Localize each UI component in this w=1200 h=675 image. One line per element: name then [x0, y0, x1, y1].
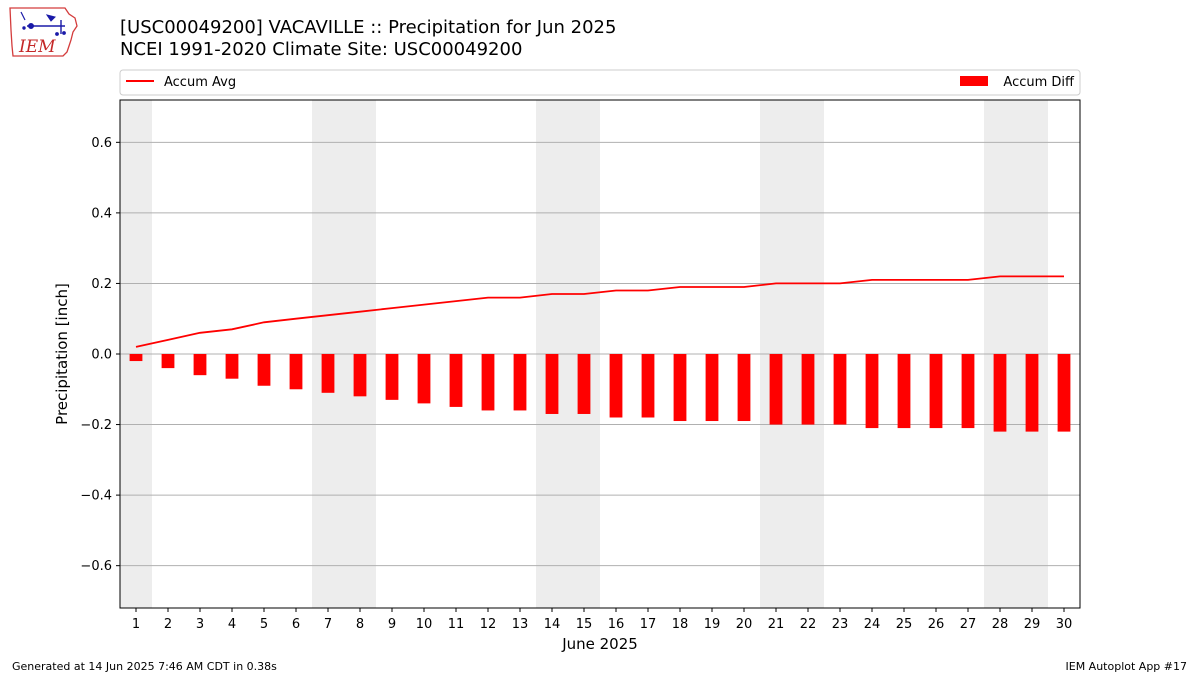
- accum-diff-bar: [257, 354, 271, 386]
- accum-avg-line: [135, 275, 1064, 348]
- x-tick-label: 24: [864, 617, 881, 632]
- accum-diff-bar: [673, 354, 687, 422]
- accum-diff-bar: [737, 354, 751, 422]
- grid-lines: [120, 141, 1080, 567]
- x-tick-label: 5: [260, 617, 268, 632]
- y-axis-label: Precipitation [inch]: [53, 283, 71, 425]
- accum-avg-polyline: [135, 275, 1064, 348]
- x-tick-label: 20: [736, 617, 753, 632]
- legend-box: [119, 69, 1081, 96]
- y-tick-label: −0.6: [80, 559, 112, 574]
- x-tick-label: 22: [800, 617, 817, 632]
- accum-diff-bar: [993, 354, 1007, 432]
- accum-diff-bar: [193, 354, 207, 376]
- accum-diff-bar: [929, 354, 943, 429]
- iem-logo: IEM: [9, 7, 78, 57]
- legend-avg-label: Accum Avg: [164, 75, 236, 90]
- y-axis: −0.6 −0.4 −0.2 0.0 0.2 0.4 0.6: [80, 136, 120, 574]
- accum-diff-bar: [641, 354, 655, 418]
- y-tick-label: 0.6: [91, 136, 112, 151]
- legend-diff-label: Accum Diff: [1003, 75, 1075, 90]
- x-tick-label: 10: [416, 617, 433, 632]
- x-tick-label: 11: [448, 617, 465, 632]
- x-tick-label: 14: [544, 617, 561, 632]
- y-tick-label: 0.2: [91, 277, 112, 292]
- logo-text: IEM: [18, 37, 56, 57]
- y-tick-label: 0.0: [91, 348, 112, 363]
- x-tick-label: 12: [480, 617, 497, 632]
- x-tick-label: 25: [896, 617, 913, 632]
- accum-diff-bar: [161, 354, 175, 369]
- legend-diff-swatch: [960, 76, 988, 86]
- x-tick-label: 30: [1056, 617, 1073, 632]
- accum-diff-bar: [609, 354, 623, 418]
- accum-diff-bar: [225, 354, 239, 379]
- x-axis: 1 2 3 4 5 6 7 8 9 10 11 12 13 14 15 16 17 18 19 20 21 22 23 24 2…: [132, 608, 1072, 632]
- y-tick-label: −0.2: [80, 418, 112, 433]
- footer-app-label: IEM Autoplot App #17: [1065, 660, 1188, 673]
- accum-diff-bar: [801, 354, 815, 425]
- footer-generated-text: Generated at 14 Jun 2025 7:46 AM CDT in …: [12, 660, 277, 673]
- legend: Accum Avg Accum Diff: [119, 69, 1081, 96]
- weather-station-icon: [20, 11, 66, 36]
- accum-diff-bar: [481, 354, 495, 411]
- x-tick-label: 27: [960, 617, 977, 632]
- x-tick-label: 1: [132, 617, 140, 632]
- x-tick-label: 18: [672, 617, 689, 632]
- x-tick-label: 15: [576, 617, 593, 632]
- accum-diff-bars: [129, 354, 1071, 432]
- x-tick-label: 3: [196, 617, 204, 632]
- x-tick-label: 29: [1024, 617, 1041, 632]
- chart-subtitle: NCEI 1991-2020 Climate Site: USC00049200: [120, 39, 523, 60]
- accum-diff-bar: [961, 354, 975, 429]
- iowa-outline: [9, 7, 78, 57]
- chart-title: [USC00049200] VACAVILLE :: Precipitation…: [120, 17, 617, 38]
- accum-diff-bar: [833, 354, 847, 425]
- accum-diff-bar: [129, 354, 143, 362]
- accum-diff-bar: [513, 354, 527, 411]
- accum-diff-bar: [1057, 354, 1071, 432]
- accum-diff-bar: [865, 354, 879, 429]
- accum-diff-bar: [769, 354, 783, 425]
- accum-diff-bar: [545, 354, 559, 414]
- x-tick-label: 2: [164, 617, 172, 632]
- x-tick-label: 13: [512, 617, 529, 632]
- accum-diff-bar: [321, 354, 335, 393]
- x-tick-label: 28: [992, 617, 1009, 632]
- x-tick-label: 17: [640, 617, 657, 632]
- accum-diff-bar: [353, 354, 367, 397]
- x-tick-label: 26: [928, 617, 945, 632]
- x-tick-label: 4: [228, 617, 236, 632]
- x-tick-label: 8: [356, 617, 364, 632]
- x-tick-label: 6: [292, 617, 300, 632]
- x-tick-label: 23: [832, 617, 849, 632]
- accum-diff-bar: [577, 354, 591, 414]
- accum-diff-bar: [897, 354, 911, 429]
- accum-diff-bar: [705, 354, 719, 422]
- accum-diff-bar: [385, 354, 399, 400]
- accum-diff-bar: [1025, 354, 1039, 432]
- x-axis-label: June 2025: [561, 635, 638, 653]
- y-tick-label: −0.4: [80, 489, 112, 504]
- x-tick-label: 9: [388, 617, 396, 632]
- x-tick-label: 21: [768, 617, 785, 632]
- accum-diff-bar: [289, 354, 303, 390]
- y-tick-label: 0.4: [91, 206, 112, 221]
- x-tick-label: 7: [324, 617, 332, 632]
- x-tick-label: 16: [608, 617, 625, 632]
- x-tick-label: 19: [704, 617, 721, 632]
- accum-diff-bar: [417, 354, 431, 404]
- accum-diff-bar: [449, 354, 463, 407]
